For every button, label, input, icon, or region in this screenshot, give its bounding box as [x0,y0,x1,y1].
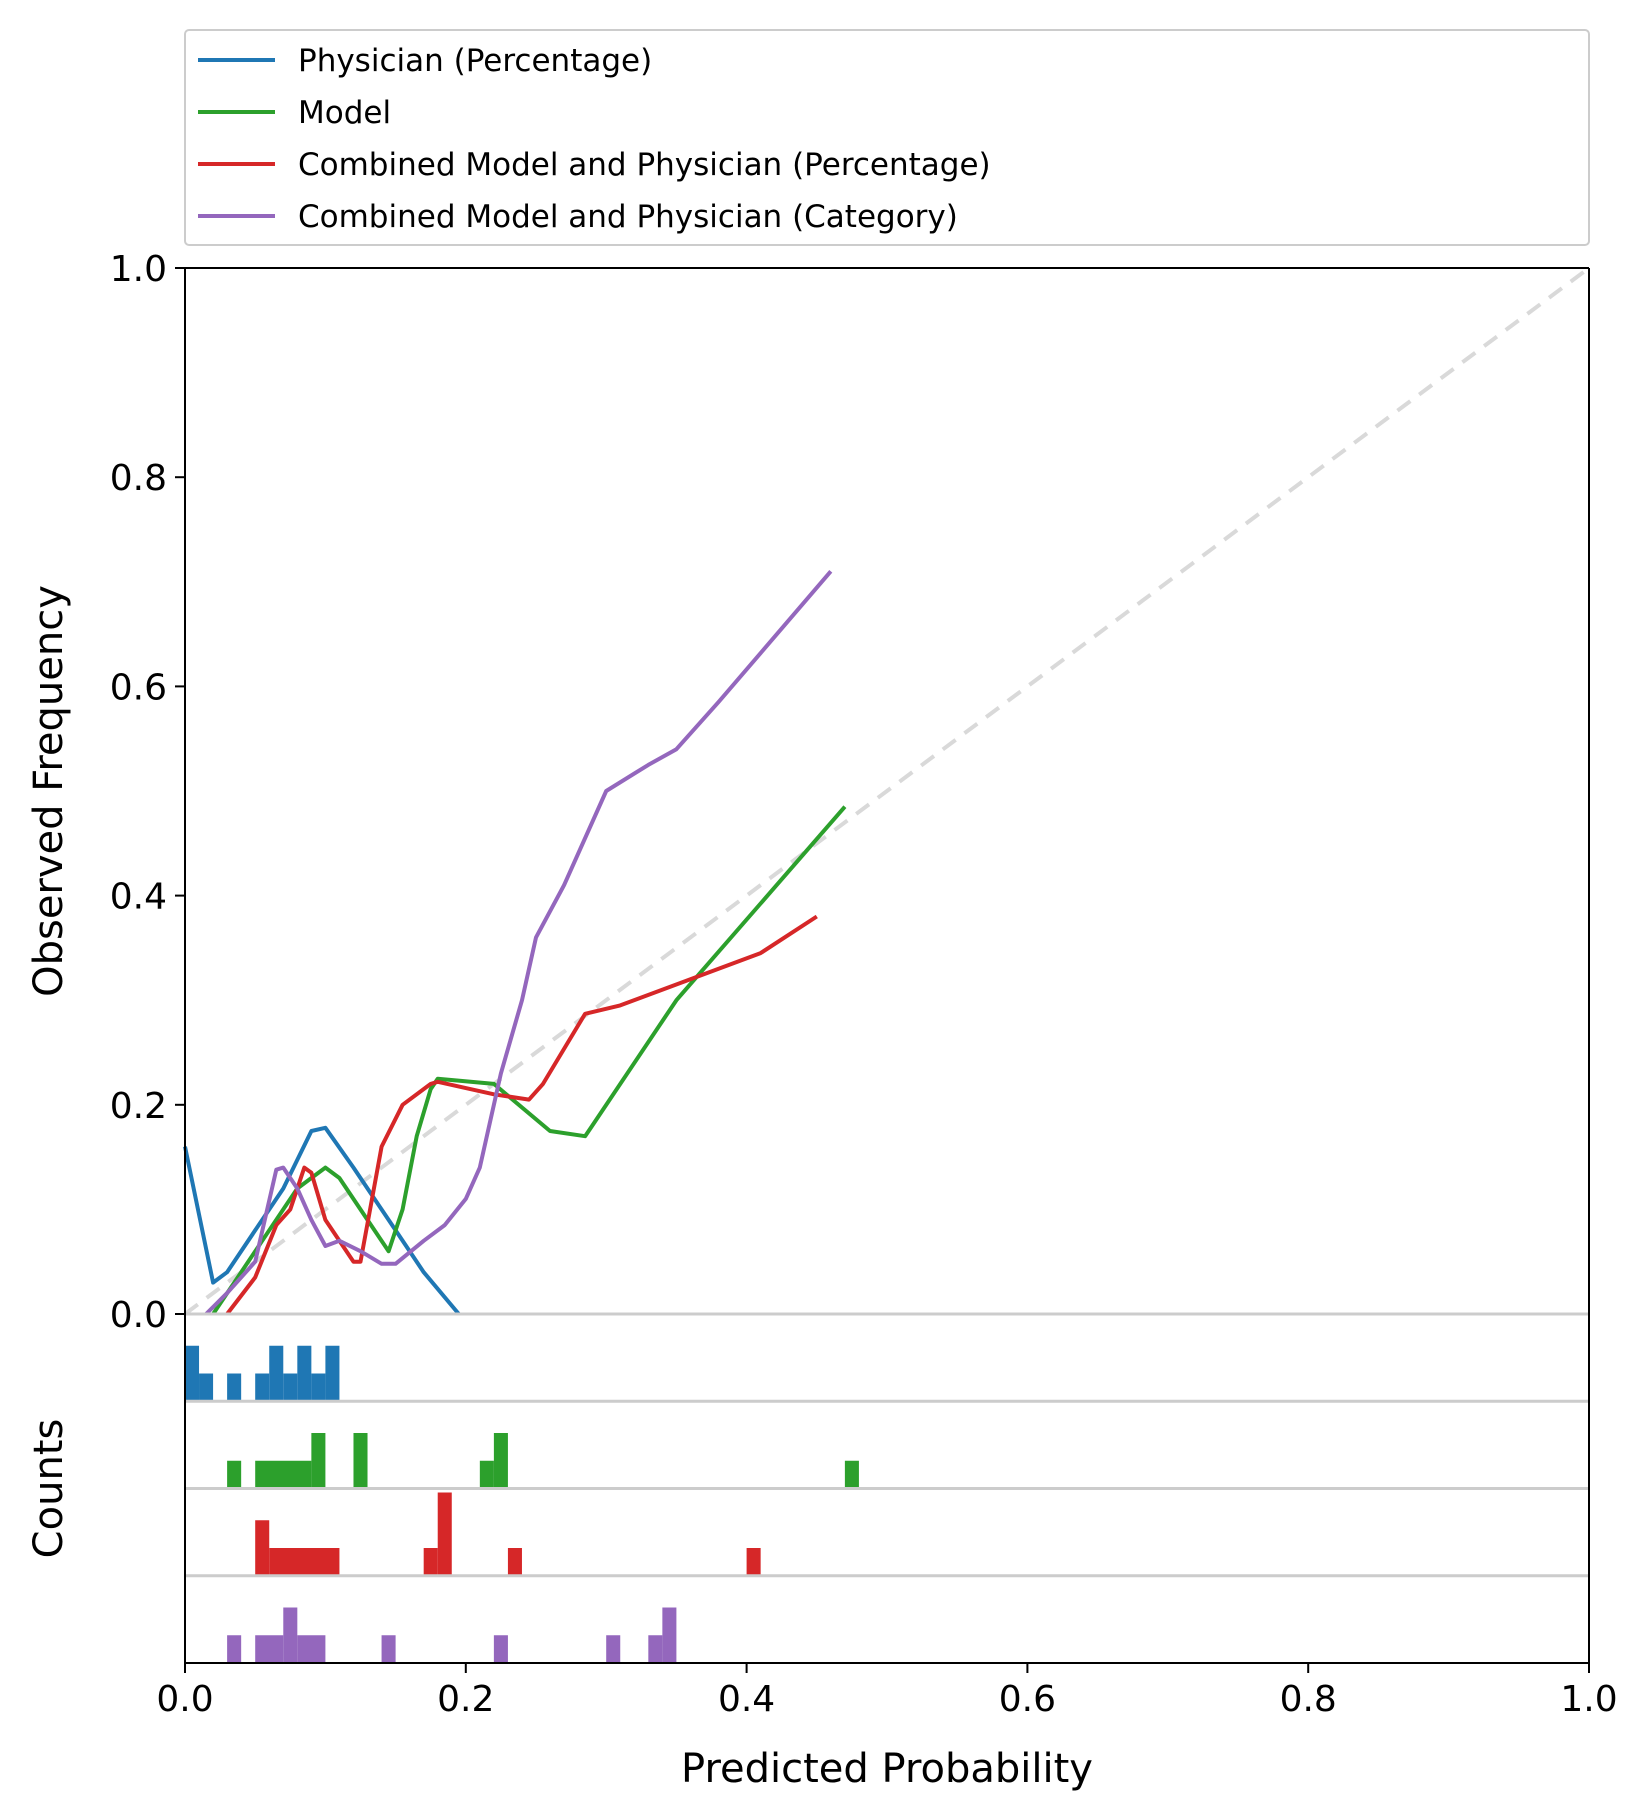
counts-axis-label: Counts [26,1419,72,1559]
legend-frame [184,29,1590,246]
count-bar [437,1492,452,1576]
count-bar [283,1607,298,1663]
count-bar [844,1460,859,1489]
count-bar [662,1607,677,1663]
count-bar [199,1373,214,1402]
y-tick-label: 0.0 [110,1295,167,1336]
y-tick-label: 1.0 [110,249,167,290]
y-tick-label: 0.6 [110,667,167,708]
axes: 0.0 0.2 0.4 0.6 0.8 1.0 0.0 0.2 0.4 0.6 0.8 1.0 [110,249,1618,1720]
count-bar [269,1548,340,1576]
calibration-line [225,914,818,1316]
counts-histogram-panels [185,1312,1589,1663]
x-tick-label: 0.2 [437,1679,494,1720]
x-tick-label: 0.6 [999,1679,1056,1720]
count-bar [227,1635,242,1663]
count-bar [507,1548,522,1576]
calibration-line [204,569,833,1316]
count-bar [311,1373,326,1402]
count-bar [493,1635,508,1663]
count-bar [227,1460,242,1489]
calibration-line [211,805,847,1316]
count-bar [325,1345,340,1402]
count-bar [255,1520,270,1576]
count-bar [227,1373,242,1402]
count-bar [255,1373,270,1402]
x-tick-label: 0.4 [718,1679,775,1720]
count-bar [255,1635,284,1663]
count-bar [606,1635,621,1663]
count-bar [648,1635,663,1663]
legend-entry: Combined Model and Physician (Percentage… [298,147,991,183]
count-bar [311,1433,326,1489]
y-tick-label: 0.8 [110,458,167,499]
x-tick-label: 0.8 [1280,1679,1337,1720]
x-tick-label: 1.0 [1560,1679,1617,1720]
count-bar [297,1345,312,1402]
count-bar [493,1433,508,1489]
legend-entry: Combined Model and Physician (Category) [298,199,958,235]
y-tick-label: 0.2 [110,1086,167,1127]
y-tick-label: 0.4 [110,877,167,918]
legend-entry: Model [298,95,391,131]
legend-entry: Physician (Percentage) [298,43,652,79]
calibration-line [183,1125,461,1316]
legend: Physician (Percentage) Model Combined Mode… [184,29,1590,246]
count-bar [185,1345,200,1402]
y-axis-label: Observed Frequency [26,585,72,997]
calibration-plot-area [183,266,1591,1316]
x-axis-label: Predicted Probability [681,1746,1093,1792]
count-bar [283,1373,298,1402]
count-bar [423,1548,438,1576]
count-bar [479,1460,494,1489]
x-tick-label: 0.0 [156,1679,213,1720]
count-bar [353,1433,368,1489]
perfect-calibration-line [183,266,1591,1316]
count-bar [381,1635,396,1663]
count-bar [297,1635,326,1663]
count-bar [746,1548,761,1576]
count-bar [269,1345,284,1402]
count-bar [255,1460,312,1489]
